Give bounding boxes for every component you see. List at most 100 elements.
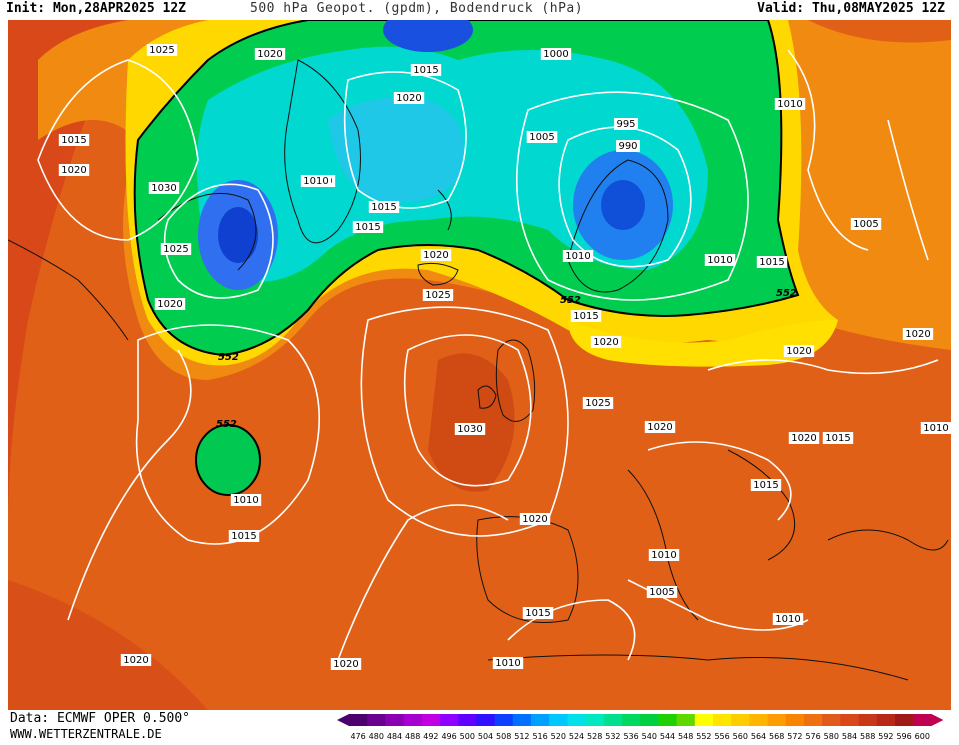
scandinavia-low-center: [601, 180, 645, 230]
isobar-label: 1005: [850, 218, 882, 230]
isobar-label: 1020: [154, 298, 186, 310]
colorbar-tick-label: 564: [751, 732, 766, 741]
isobar-label: 1025: [582, 397, 614, 409]
scandinavia-coast: [567, 159, 669, 293]
isobar-label-box: [420, 249, 452, 261]
isobar-label: 1015: [570, 310, 602, 322]
isobar-label: 1010: [492, 657, 524, 669]
isobar-label-text: 1005: [649, 587, 674, 598]
isobar-label-box: [616, 140, 640, 152]
isobar-label: 1015: [410, 64, 442, 76]
colorbar-swatch: [676, 714, 696, 726]
isobar-label-box: [300, 175, 332, 187]
isobar-label-box: [644, 421, 676, 433]
isobar-label-text: 1010: [303, 176, 328, 187]
colorbar-tick-label: 508: [496, 732, 511, 741]
isobar-label-box: [772, 613, 804, 625]
isobar-label: 1020: [120, 654, 152, 666]
map-header: Init: Mon,28APR2025 12Z 500 hPa Geopot. …: [0, 0, 959, 20]
isobar-label: 1020: [393, 92, 425, 104]
isobar-label-text: 1010: [565, 251, 590, 262]
colorbar-tick-label: 560: [733, 732, 748, 741]
isobar-label: 1015: [522, 607, 554, 619]
colorbar-tick-label: 552: [696, 732, 711, 741]
isobar-label-text: 1020: [157, 299, 182, 310]
labrador-low-center: [218, 207, 258, 263]
colorbar-tick-label: 484: [387, 732, 402, 741]
isobar-label-box: [58, 164, 90, 176]
isobar-label-box: [540, 48, 572, 60]
west-warm-zone: [8, 20, 128, 520]
cutoff-low-552: [195, 424, 261, 496]
colorbar-swatch: [858, 714, 878, 726]
colorbar-tick-label: 540: [642, 732, 657, 741]
isobar: [558, 126, 692, 268]
contour-label-552: 552: [216, 419, 237, 430]
turkey-coast: [827, 529, 949, 551]
valid-time: Valid: Thu,08MAY2025 12Z: [757, 1, 945, 16]
colorbar-tick-label: 512: [514, 732, 529, 741]
isobar: [647, 441, 792, 521]
isobar-label-text: 1020: [593, 337, 618, 348]
isobar-label-box: [519, 513, 551, 525]
isobar-label: 1015: [368, 201, 400, 213]
isobar-label: 1010: [562, 250, 594, 262]
colorbar-swatch: [804, 714, 823, 726]
colorbar-swatch: [403, 714, 423, 726]
isobar-label-box: [774, 98, 806, 110]
greenland-east-coast: [437, 189, 452, 231]
iceland-coast: [417, 262, 459, 286]
isobar-label-box: [492, 657, 524, 669]
isobar-label-text: 1015: [355, 222, 380, 233]
isobar-label-box: [704, 254, 736, 266]
isobar-label: 1010: [230, 494, 262, 506]
isobar: [403, 334, 532, 487]
isobar-label-text: 1025: [163, 244, 188, 255]
colorbar-swatch: [549, 714, 568, 726]
isobar-label-text: 1020: [791, 433, 816, 444]
isobar-label-box: [902, 328, 934, 340]
isobar-label-box: [393, 92, 425, 104]
isobar-label: 1030: [148, 182, 180, 194]
isobar-label-box: [230, 494, 262, 506]
ireland-coast: [477, 385, 497, 409]
isobar-label-box: [646, 586, 678, 598]
isobar-label: 1030: [454, 423, 486, 435]
colorbar-swatch: [512, 714, 532, 726]
isobar-label-text: 1015: [371, 202, 396, 213]
colorbar-swatch: [694, 714, 714, 726]
isobar-label-text: 1020: [522, 514, 547, 525]
website-link[interactable]: WWW.WETTERZENTRALE.DE: [10, 727, 162, 741]
colorbar-swatch: [767, 714, 787, 726]
southwest-warm-zone: [8, 580, 208, 710]
britain-coast: [495, 339, 536, 422]
colorbar-swatch: [658, 714, 678, 726]
isobar: [707, 359, 939, 375]
isobar-label-text: 990: [618, 141, 637, 152]
colorbar-tick-label: 600: [915, 732, 930, 741]
colorbar-tick-label: 532: [605, 732, 620, 741]
colorbar-arrow-left: [337, 714, 349, 726]
isobar-label-text: 1010: [777, 99, 802, 110]
azores-high-core: [428, 353, 515, 492]
colorbar-swatch: [567, 714, 587, 726]
isobar-label-text: 1020: [61, 165, 86, 176]
isobar-label-box: [146, 44, 178, 56]
colorbar-swatch: [822, 714, 841, 726]
contour-label-552: 552: [776, 288, 797, 299]
colorbar-tick-label: 500: [460, 732, 475, 741]
isobar-label-box: [368, 201, 400, 213]
isobar-label-text: 995: [616, 119, 635, 130]
contour-label-552: 552: [218, 352, 239, 363]
isobar-labels: 1025 1020 1015 1020 1030 1025 1020 1015 1020 1000…: [58, 44, 951, 670]
greenland-cold-zone: [328, 97, 464, 203]
colorbar-swatch: [840, 714, 860, 726]
isobar-label: 1020: [902, 328, 934, 340]
isobar-label-text: 1015: [525, 608, 550, 619]
colorbar-tick-label: 524: [569, 732, 584, 741]
isobar-label-text: 1005: [529, 132, 554, 143]
isobar-label-text: 1010: [233, 495, 258, 506]
isobar-label-box: [582, 397, 614, 409]
isobar-label-text: 1030: [457, 424, 482, 435]
isobar-label-text: 1015: [759, 257, 784, 268]
